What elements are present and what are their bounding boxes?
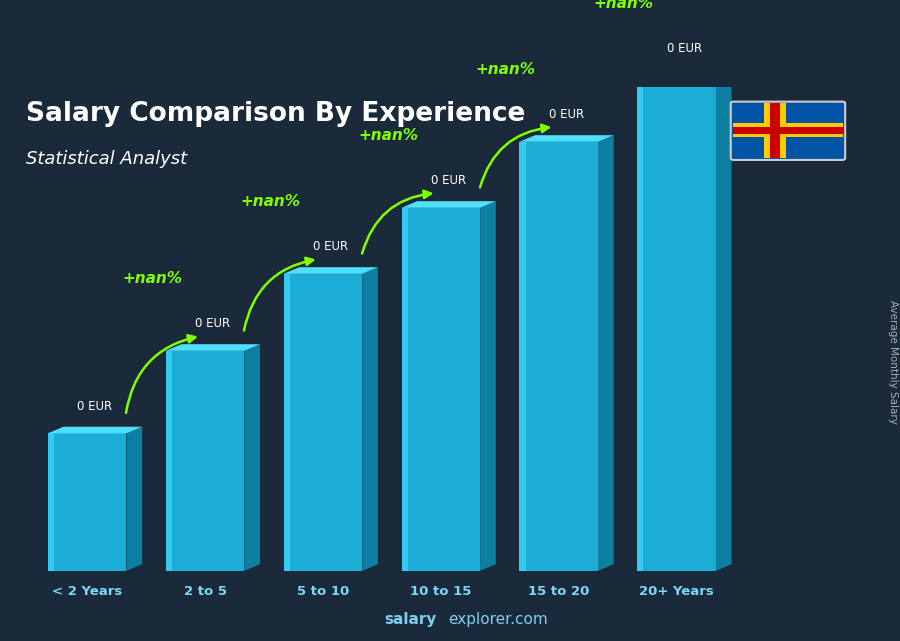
Text: 0 EUR: 0 EUR [77,400,112,413]
Polygon shape [244,344,260,571]
Text: Salary Comparison By Experience: Salary Comparison By Experience [26,101,526,126]
Polygon shape [48,433,126,571]
Polygon shape [637,69,732,76]
Polygon shape [519,142,598,571]
Text: explorer.com: explorer.com [448,612,547,627]
FancyBboxPatch shape [731,102,845,160]
Text: 0 EUR: 0 EUR [313,240,348,253]
Bar [734,123,842,137]
Polygon shape [401,201,496,208]
Text: 15 to 20: 15 to 20 [528,585,590,597]
Text: 0 EUR: 0 EUR [667,42,702,55]
Polygon shape [480,201,496,571]
Polygon shape [284,274,362,571]
Polygon shape [401,208,408,571]
Polygon shape [126,427,142,571]
Polygon shape [519,135,614,142]
Polygon shape [284,267,378,274]
Polygon shape [637,76,716,571]
Bar [770,103,780,158]
Text: 5 to 10: 5 to 10 [297,585,349,597]
Text: 20+ Years: 20+ Years [639,585,714,597]
Text: < 2 Years: < 2 Years [52,585,122,597]
Text: +nan%: +nan% [594,0,653,12]
Polygon shape [166,344,260,351]
Text: salary: salary [384,612,436,627]
Polygon shape [598,135,614,571]
Polygon shape [48,427,142,433]
Polygon shape [284,274,290,571]
Text: +nan%: +nan% [358,128,418,144]
Text: +nan%: +nan% [122,271,182,287]
Bar [734,127,842,134]
Polygon shape [166,351,172,571]
Text: 0 EUR: 0 EUR [431,174,466,187]
Polygon shape [519,142,526,571]
Text: Average Monthly Salary: Average Monthly Salary [888,300,898,424]
Text: +nan%: +nan% [240,194,300,210]
Text: Statistical Analyst: Statistical Analyst [26,150,187,168]
Polygon shape [166,351,244,571]
Bar [764,103,786,158]
Text: 0 EUR: 0 EUR [549,108,584,121]
Polygon shape [401,208,480,571]
Text: 10 to 15: 10 to 15 [410,585,472,597]
Polygon shape [362,267,378,571]
Polygon shape [637,76,643,571]
Text: 2 to 5: 2 to 5 [184,585,227,597]
Polygon shape [716,69,732,571]
Text: 0 EUR: 0 EUR [195,317,230,331]
Polygon shape [48,433,54,571]
Text: +nan%: +nan% [476,62,536,78]
